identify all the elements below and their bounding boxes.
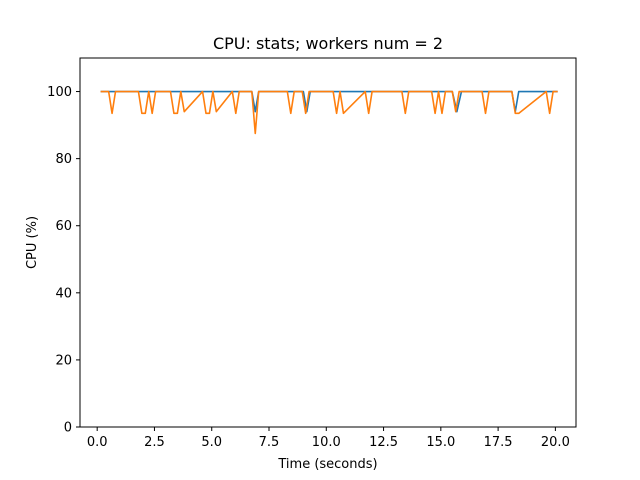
series-layer	[100, 90, 558, 135]
chart-title: CPU: stats; workers num = 2	[213, 34, 443, 53]
x-tick-label: 5.0	[201, 435, 222, 450]
x-tick-label: 7.5	[259, 435, 280, 450]
series-line-2	[100, 90, 558, 135]
x-axis: 0.0 2.5 5.0 7.5 10.0 12.5 15.0 17.5 20.0	[87, 427, 570, 450]
y-tick-label: 100	[47, 85, 72, 100]
x-tick-label: 10.0	[312, 435, 341, 450]
y-axis: 0 20 40 60 80 100	[47, 85, 80, 436]
x-tick-label: 12.5	[369, 435, 398, 450]
x-tick-label: 0.0	[87, 435, 108, 450]
y-tick-label: 20	[55, 353, 72, 368]
x-tick-label: 2.5	[144, 435, 165, 450]
x-axis-title: Time (seconds)	[277, 457, 377, 472]
x-tick-label: 17.5	[484, 435, 513, 450]
y-tick-label: 80	[55, 152, 72, 167]
y-axis-title: CPU (%)	[25, 216, 40, 269]
x-tick-label: 20.0	[541, 435, 570, 450]
y-tick-label: 40	[55, 286, 72, 301]
axes-frame	[79, 57, 577, 428]
y-tick-label: 60	[55, 219, 72, 234]
y-tick-label: 0	[64, 421, 72, 436]
x-tick-label: 15.0	[426, 435, 455, 450]
